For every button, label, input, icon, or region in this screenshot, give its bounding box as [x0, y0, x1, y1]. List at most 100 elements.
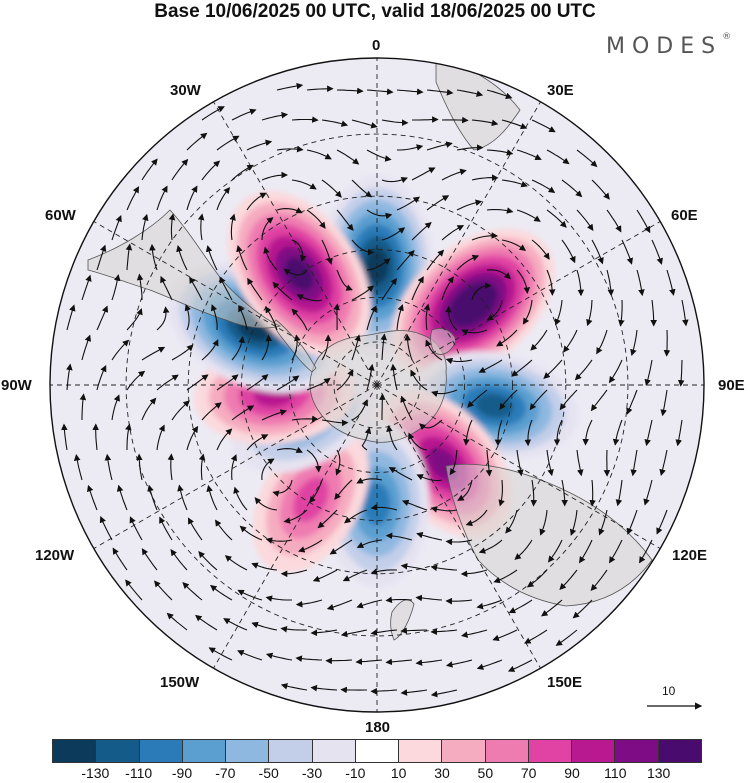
streamline-arrow	[351, 119, 378, 129]
streamline-arrow	[430, 564, 458, 572]
streamline-arrow	[456, 89, 484, 97]
streamline-arrow	[555, 629, 578, 646]
colorbar-cell	[182, 740, 227, 762]
streamline-arrow	[111, 339, 130, 361]
streamline-arrow	[578, 539, 593, 564]
streamline-arrow	[136, 273, 144, 300]
streamline-arrow	[149, 243, 158, 271]
streamline-arrow	[96, 365, 107, 391]
meridian-line	[93, 384, 378, 549]
anomaly-contour	[458, 290, 488, 319]
streamline-arrow	[237, 650, 263, 661]
streamline-arrow	[251, 621, 278, 631]
streamline-arrow	[141, 397, 157, 421]
streamline-arrow	[276, 375, 300, 391]
streamline-arrow	[321, 419, 349, 427]
streamline-arrow	[238, 304, 248, 331]
streamline-arrow	[582, 419, 593, 446]
streamline-arrow	[272, 281, 293, 301]
streamline-arrow	[261, 334, 273, 361]
streamline-arrow	[501, 179, 528, 188]
streamline-arrow	[590, 389, 608, 412]
streamline-arrow	[531, 119, 556, 133]
streamline-arrow	[478, 539, 503, 554]
streamline-arrow	[380, 333, 387, 361]
streamline-arrow	[478, 359, 503, 373]
streamline-arrow	[335, 449, 342, 476]
streamline-arrow	[96, 305, 109, 331]
streamline-arrow	[426, 89, 454, 96]
streamline-arrow	[351, 179, 373, 198]
streamline-arrow	[621, 239, 633, 265]
lon-label-0: 0	[372, 37, 381, 54]
colorbar-cell	[442, 740, 486, 762]
lon-label-180: 180	[365, 719, 391, 736]
streamline-arrow	[205, 245, 218, 271]
streamline-arrow	[677, 359, 685, 387]
meridian-line	[376, 384, 541, 669]
streamline-arrow	[176, 245, 188, 271]
streamline-arrow	[170, 549, 188, 571]
streamline-arrow	[416, 474, 443, 482]
streamline-arrow	[66, 363, 73, 391]
streamline-arrow	[291, 334, 301, 361]
streamline-arrow	[291, 179, 317, 190]
streamline-arrow	[636, 209, 651, 234]
streamline-arrow	[236, 245, 248, 271]
streamline-arrow	[476, 599, 503, 610]
streamline-arrow	[334, 479, 353, 500]
streamline-arrow	[461, 329, 488, 336]
streamline-arrow	[147, 484, 158, 511]
streamline-arrow	[505, 509, 518, 534]
modes-logo: MODES®	[606, 32, 731, 59]
streamline-arrow	[494, 419, 503, 447]
streamline-arrow	[496, 329, 518, 347]
streamline-arrow	[643, 479, 653, 506]
streamline-arrow	[400, 627, 428, 634]
streamline-arrow	[160, 275, 173, 301]
streamline-arrow	[656, 509, 668, 535]
streamline-arrow	[206, 484, 218, 511]
streamline-arrow	[111, 394, 120, 421]
streamline-arrow	[553, 419, 563, 446]
lon-label-120e: 120E	[672, 547, 708, 564]
streamline-arrow	[111, 214, 122, 241]
colorbar-cell	[355, 740, 400, 762]
streamline-arrow	[681, 299, 689, 327]
streamline-arrow	[126, 186, 140, 211]
streamline-arrow	[370, 503, 398, 511]
streamline-arrow	[589, 479, 596, 507]
streamline-arrow	[430, 506, 458, 513]
meridian-line	[376, 101, 541, 386]
streamline-arrow	[265, 306, 278, 331]
streamline-arrow	[261, 458, 275, 481]
streamline-arrow	[499, 389, 518, 411]
streamline-arrow	[456, 144, 484, 151]
meridian-line	[93, 221, 378, 386]
colorbar-tick-label: 10	[390, 765, 407, 781]
streamline-arrow	[112, 547, 128, 571]
streamline-arrow	[370, 629, 398, 636]
streamline-arrow	[630, 449, 638, 477]
colorbar-cell	[139, 740, 183, 762]
streamline-arrow	[400, 689, 428, 696]
lon-label-150w: 150W	[160, 674, 200, 691]
lon-label-30e: 30E	[547, 82, 574, 99]
colorbar-tick-label: -70	[215, 765, 236, 781]
streamline-arrow	[168, 213, 176, 241]
streamline-arrow	[201, 402, 222, 421]
streamline-arrow	[116, 484, 128, 511]
meridian-line	[376, 384, 661, 549]
streamline-arrow	[224, 555, 248, 571]
streamline-arrow	[198, 550, 218, 571]
streamline-arrow	[216, 186, 231, 211]
streamline-arrow	[396, 249, 415, 271]
streamline-arrow	[189, 276, 203, 301]
streamline-arrow	[265, 652, 293, 661]
streamline-arrow	[272, 479, 293, 497]
streamline-arrow	[99, 515, 113, 541]
streamline-arrow	[291, 308, 308, 331]
streamline-arrow	[366, 149, 392, 162]
streamline-arrow	[231, 336, 245, 361]
